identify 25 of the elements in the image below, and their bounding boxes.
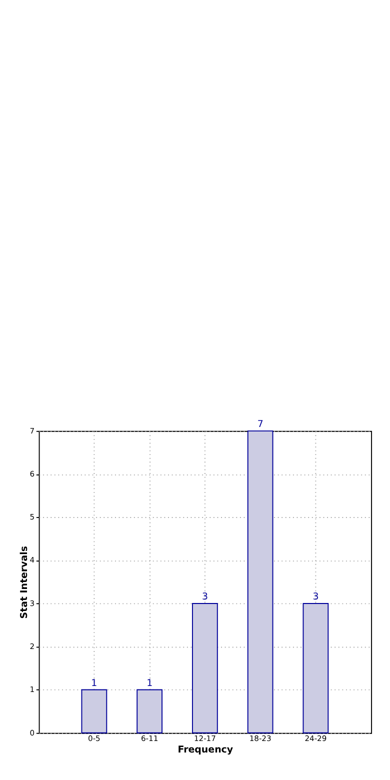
x-tick-label: 24-29 [304,734,327,743]
data-label: 3 [202,592,208,603]
data-label: 7 [257,419,264,430]
y-tick-label: 7 [30,426,35,436]
bar [247,430,274,734]
bar [302,602,329,734]
y-tick-label: 2 [30,642,35,651]
y-axis-title: Stat Intervals [18,546,30,619]
x-tick-label: 12-17 [194,734,216,743]
x-tick-label: 0-5 [88,734,101,743]
y-tick-label: 5 [30,512,35,522]
x-tick-label: 6-11 [140,734,158,743]
y-tick-label: 0 [30,728,35,738]
x-tick-label: 18-23 [249,734,272,743]
bar [192,602,218,734]
y-tick-label: 3 [30,598,35,608]
x-axis-title: Frequency [178,744,234,756]
bar [136,689,162,734]
data-label: 3 [312,592,319,603]
y-tick-label: 4 [30,556,35,565]
y-tick-label: 6 [30,469,35,478]
y-tick-label: 1 [30,685,35,694]
data-label: 1 [146,678,153,689]
bar [81,689,108,734]
data-label: 1 [91,678,98,689]
